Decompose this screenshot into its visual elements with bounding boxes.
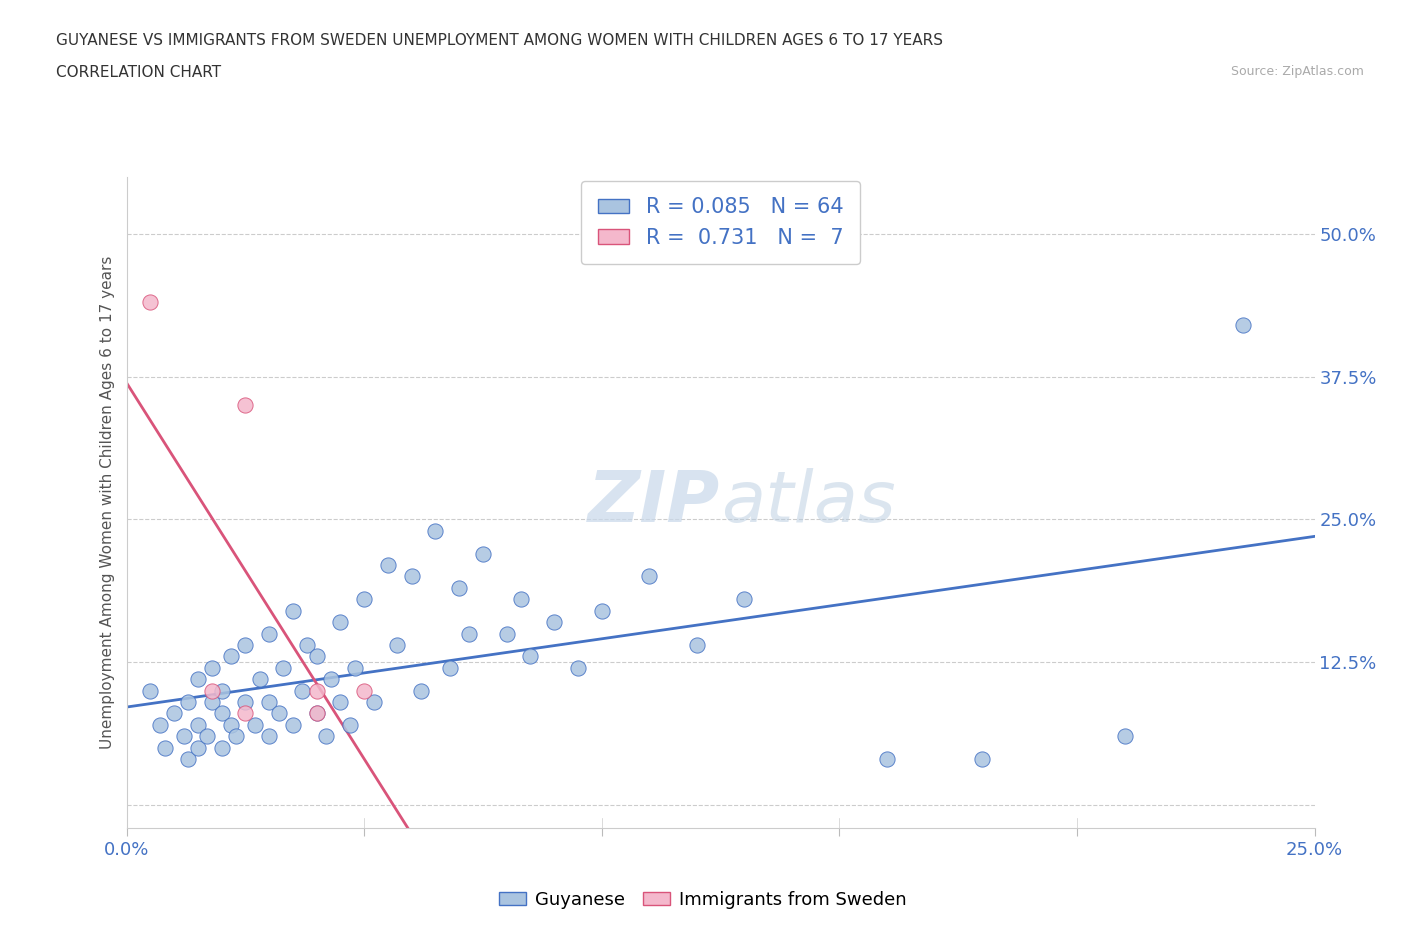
Point: [249, 671, 271, 686]
Point: [195, 729, 218, 744]
Point: [163, 706, 186, 721]
Point: [177, 695, 200, 710]
Point: [305, 706, 328, 721]
Point: [187, 740, 209, 755]
Legend: Guyanese, Immigrants from Sweden: Guyanese, Immigrants from Sweden: [492, 884, 914, 916]
Point: [139, 295, 162, 310]
Point: [457, 626, 479, 641]
Point: [273, 660, 295, 675]
Point: [543, 615, 565, 630]
Point: [510, 591, 533, 606]
Point: [149, 717, 172, 732]
Point: [377, 558, 399, 573]
Point: [211, 684, 233, 698]
Point: [363, 695, 385, 710]
Point: [139, 684, 162, 698]
Point: [257, 626, 280, 641]
Point: [305, 649, 328, 664]
Point: [495, 626, 517, 641]
Point: [1114, 729, 1136, 744]
Point: [425, 524, 447, 538]
Point: [267, 706, 290, 721]
Point: [243, 717, 266, 732]
Point: [257, 695, 280, 710]
Point: [201, 695, 224, 710]
Point: [970, 751, 993, 766]
Point: [201, 660, 224, 675]
Text: CORRELATION CHART: CORRELATION CHART: [56, 65, 221, 80]
Point: [329, 695, 352, 710]
Point: [638, 569, 661, 584]
Point: [472, 546, 495, 561]
Y-axis label: Unemployment Among Women with Children Ages 6 to 17 years: Unemployment Among Women with Children A…: [100, 256, 115, 749]
Point: [353, 591, 375, 606]
Point: [173, 729, 195, 744]
Point: [281, 604, 304, 618]
Text: Source: ZipAtlas.com: Source: ZipAtlas.com: [1230, 65, 1364, 78]
Point: [343, 660, 366, 675]
Point: [401, 569, 423, 584]
Point: [257, 729, 280, 744]
Point: [439, 660, 461, 675]
Point: [686, 638, 709, 653]
Point: [567, 660, 589, 675]
Text: atlas: atlas: [720, 468, 896, 537]
Point: [315, 729, 337, 744]
Point: [291, 684, 314, 698]
Point: [329, 615, 352, 630]
Point: [353, 684, 375, 698]
Point: [225, 729, 247, 744]
Legend: R = 0.085   N = 64, R =  0.731   N =  7: R = 0.085 N = 64, R = 0.731 N = 7: [581, 180, 860, 264]
Point: [219, 649, 242, 664]
Point: [219, 717, 242, 732]
Point: [305, 684, 328, 698]
Point: [305, 706, 328, 721]
Point: [295, 638, 318, 653]
Point: [233, 638, 256, 653]
Point: [211, 740, 233, 755]
Point: [519, 649, 541, 664]
Point: [339, 717, 361, 732]
Point: [201, 684, 224, 698]
Point: [187, 671, 209, 686]
Point: [1232, 318, 1254, 333]
Point: [733, 591, 755, 606]
Point: [211, 706, 233, 721]
Point: [153, 740, 176, 755]
Text: ZIP: ZIP: [588, 468, 720, 537]
Text: GUYANESE VS IMMIGRANTS FROM SWEDEN UNEMPLOYMENT AMONG WOMEN WITH CHILDREN AGES 6: GUYANESE VS IMMIGRANTS FROM SWEDEN UNEMP…: [56, 33, 943, 47]
Point: [281, 717, 304, 732]
Point: [187, 717, 209, 732]
Point: [233, 706, 256, 721]
Point: [319, 671, 342, 686]
Point: [233, 695, 256, 710]
Point: [591, 604, 613, 618]
Point: [876, 751, 898, 766]
Point: [387, 638, 409, 653]
Point: [449, 580, 471, 595]
Point: [177, 751, 200, 766]
Point: [411, 684, 433, 698]
Point: [233, 398, 256, 413]
